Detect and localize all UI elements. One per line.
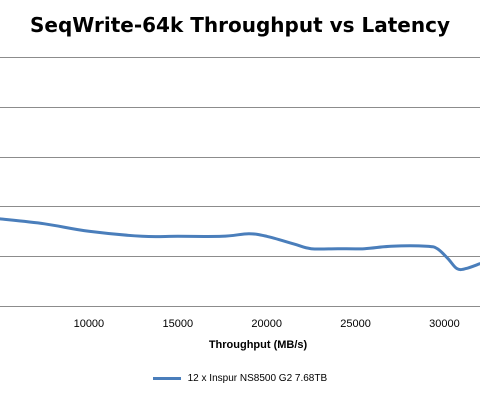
- x-axis-tick-labels: 10000 15000 20000 25000 30000: [74, 318, 460, 330]
- x-tick-label: 15000: [162, 318, 193, 330]
- legend: 12 x Inspur NS8500 G2 7.68TB: [0, 373, 480, 384]
- series-line: [0, 217, 480, 272]
- chart-title: SeqWrite-64k Throughput vs Latency: [30, 13, 450, 37]
- x-tick-label: 20000: [251, 318, 282, 330]
- x-tick-label: 25000: [340, 318, 371, 330]
- gridlines: [0, 57, 480, 307]
- legend-swatch: [152, 376, 181, 380]
- legend-label: 12 x Inspur NS8500 G2 7.68TB: [187, 373, 328, 384]
- x-tick-label: 10000: [74, 318, 105, 330]
- x-axis-label: Throughput (MB/s): [209, 339, 308, 351]
- x-tick-label: 30000: [429, 318, 460, 330]
